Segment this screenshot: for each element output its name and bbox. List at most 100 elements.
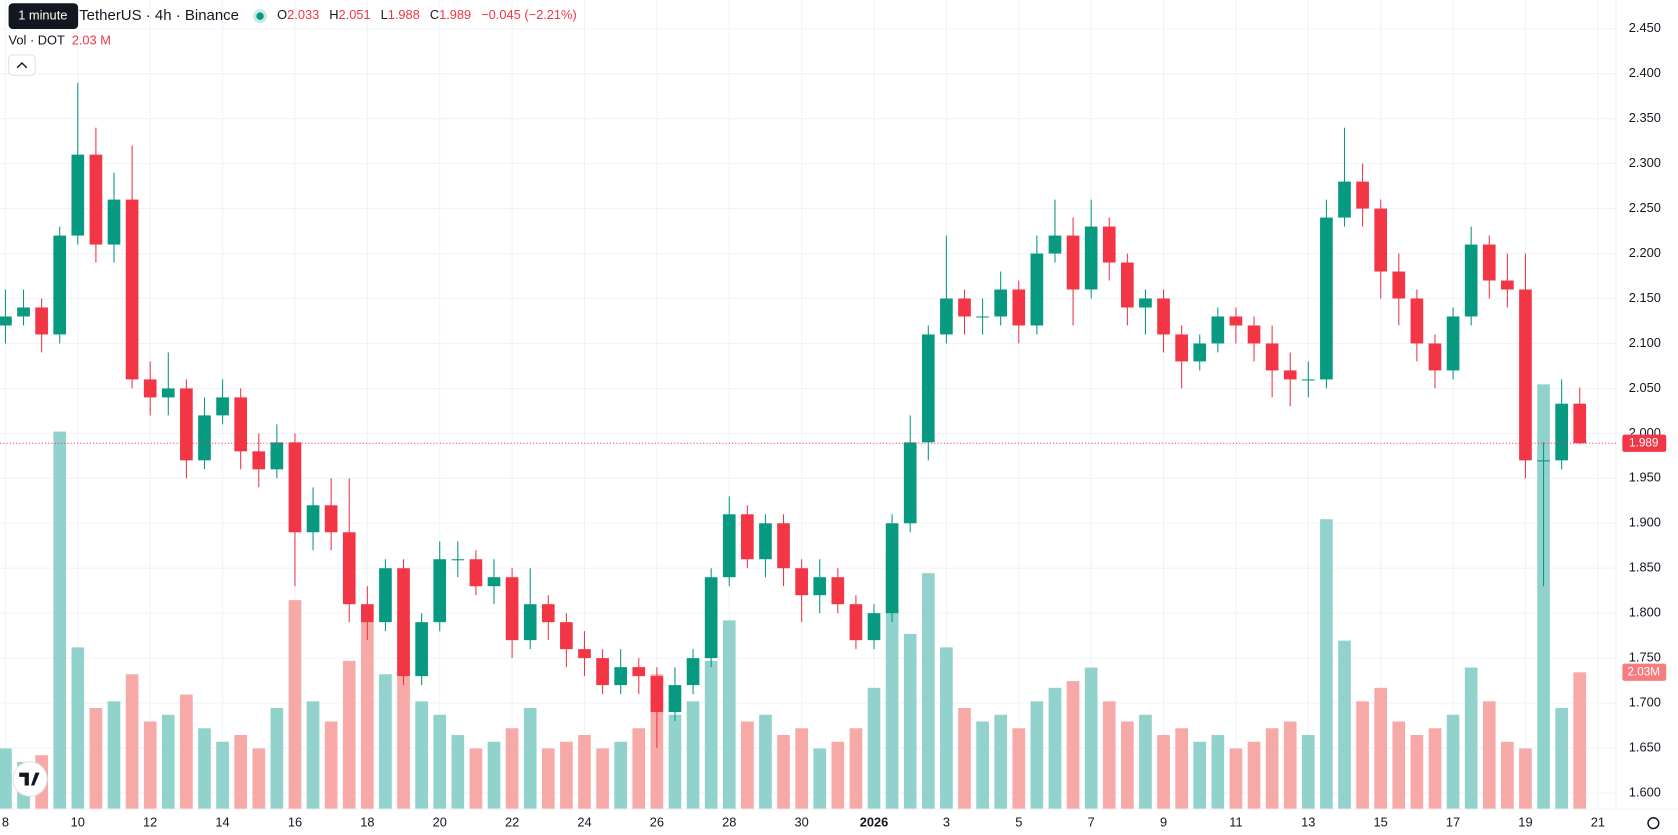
volume-bar [1121,721,1134,810]
volume-bar [1555,708,1568,810]
volume-bar [53,431,67,810]
candle-body [741,514,754,560]
volume-bar [1283,721,1297,810]
candle-body [722,514,736,578]
candle-body [324,505,338,533]
volume-bar [1410,735,1424,810]
change: −0.045 (−2.21%) [481,8,577,23]
candle-body [415,622,428,677]
candle-body [1446,316,1460,371]
x-tick-label: 30 [794,815,808,830]
y-tick-label: 1.950 [1629,470,1661,485]
candle-body [288,442,302,533]
volume-pane [0,384,1587,810]
x-tick-label: 26 [650,815,664,830]
ohlc-key: O [277,8,287,23]
x-tick-label: 28 [722,815,736,830]
symbol: TetherUS · 4h · Binance [79,7,239,24]
candle-body [71,154,85,236]
candle-body [831,577,845,605]
candle-body [1030,253,1044,326]
volume-bar [1157,735,1170,810]
volume-bar [451,735,465,810]
y-tick-label: 2.150 [1629,290,1661,305]
volume-bar [1519,748,1532,810]
candle-body [940,298,953,335]
collapse-button[interactable] [8,54,36,76]
volume-bar [686,701,700,810]
volume-bar [71,647,85,810]
candle-body [994,289,1008,317]
candle-body [650,676,664,713]
volume-bar [885,552,899,810]
y-tick-label: 2.200 [1629,245,1661,260]
volume-bar [1374,687,1388,810]
candle-body [198,415,211,461]
candle-body [541,604,555,623]
volume-bar [125,674,139,810]
y-tick-label: 2.100 [1629,335,1661,350]
x-tick-label: 18 [360,815,374,830]
candle-body [361,604,374,623]
volume-bar [1501,741,1514,810]
candle-body [270,442,284,470]
candle-body [885,523,899,614]
ohlc-value: 1.988 [388,8,420,23]
x-tick-label: 10 [71,815,85,830]
candle-body [867,613,881,641]
volume-bar [161,714,175,810]
x-tick-label: 15 [1374,815,1388,830]
settings-icon[interactable] [1647,817,1660,830]
candle-body [523,604,537,641]
volume-bar [1084,667,1098,810]
candle-body [1229,316,1243,326]
x-tick-label: 22 [505,815,519,830]
volume-bar [180,694,193,810]
candle-body [1338,181,1351,218]
volume-legend: 2.03 M [72,32,111,47]
candle-body [1283,370,1297,380]
logo[interactable] [12,761,48,797]
candle-body [1301,379,1315,381]
candle-body [1121,262,1134,308]
volume-bar [795,728,808,810]
y-tick-label: 1.650 [1629,739,1661,754]
candle-body [53,235,67,335]
candle-body [252,451,266,470]
candle-body [1428,343,1442,371]
ohlc-value: 1.989 [439,8,471,23]
candle-body [1555,403,1568,461]
candle-body [1265,343,1279,371]
x-tick-label: 19 [1518,815,1532,830]
volume-bar [1392,721,1406,810]
candle-body [704,577,718,659]
volume-bar [0,748,12,810]
volume-bar [578,735,591,810]
volume-bar [216,741,229,810]
candle-body [379,568,392,623]
candle-body [1374,208,1388,272]
candle-body [1247,325,1261,344]
volume-bar [867,687,881,810]
volume-bar [379,674,392,810]
candle-body [813,577,827,596]
volume-bar [994,714,1008,810]
candle-body [759,523,772,560]
x-tick-label: 11 [1229,815,1242,830]
candle-body [1356,181,1369,209]
overlay: TetherUS · 4h · Binance O2.033 H2.051 L1… [8,3,1660,830]
volume-bar [940,647,953,810]
candle-body [1464,244,1478,317]
candle-body [451,559,465,561]
y-tick-label: 1.850 [1629,560,1661,575]
candle-body [1048,235,1062,254]
candle-body [35,307,48,335]
ohlc-key: C [430,8,439,23]
candle-body [1519,289,1532,461]
candle-body [143,379,157,398]
candle-body [125,199,139,380]
candle-body [505,577,519,641]
volume-bar [1247,741,1261,810]
